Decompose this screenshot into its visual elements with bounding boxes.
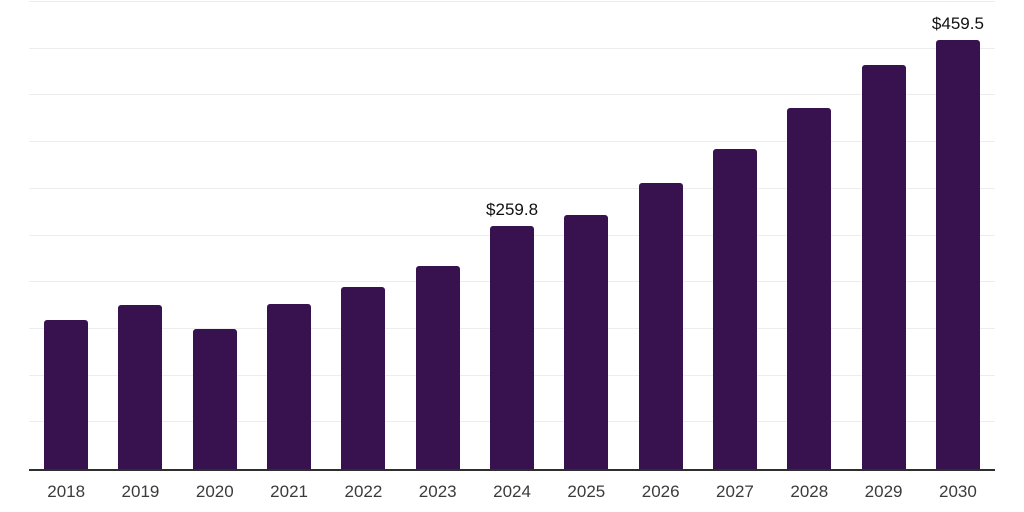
bar-2027 (712, 149, 757, 469)
bar-group-2026 (624, 2, 698, 469)
bar-2022 (341, 286, 386, 469)
bar-value-label-2030: $459.5 (931, 13, 984, 33)
x-axis-labels: 2018 2019 2020 2021 2022 2023 2024 2025 2026 2027… (29, 483, 995, 501)
x-tick-label-2023: 2023 (418, 482, 457, 501)
bar-2021 (267, 304, 312, 469)
x-tick-label-2029: 2029 (864, 482, 903, 501)
x-tick-label-2020: 2020 (195, 482, 234, 501)
bar-group-2029 (846, 2, 920, 469)
x-tick-label-2024: 2024 (493, 482, 531, 501)
bar-2025 (564, 214, 609, 469)
x-tick-label-2022: 2022 (344, 482, 383, 501)
x-tick-label-2028: 2028 (790, 482, 829, 501)
x-tick-label-2026: 2026 (641, 482, 680, 501)
bar-2029 (861, 64, 906, 469)
gridline-400 (29, 94, 995, 96)
plot-area: $259.8 $459.5 (29, 1, 995, 471)
x-tick-label-2030: 2030 (938, 482, 977, 501)
bar-2023 (415, 266, 460, 469)
gridline-300 (29, 187, 995, 189)
bar-2026 (638, 183, 683, 469)
bar-2020 (192, 328, 237, 469)
x-tick-label-2019: 2019 (121, 482, 160, 501)
x-tick-label-2018: 2018 (47, 482, 86, 501)
bar-group-2019 (103, 2, 177, 469)
bar-group-2022 (326, 2, 400, 469)
bars-row: $259.8 $459.5 (29, 2, 995, 469)
x-tick-label-2021: 2021 (270, 482, 308, 501)
x-tick-label-2025: 2025 (567, 482, 606, 501)
bar-group-2025 (549, 2, 623, 469)
bar-group-2020 (178, 2, 252, 469)
gridline-350 (29, 141, 995, 143)
bar-group-2018 (29, 2, 103, 469)
gridline-500 (29, 1, 995, 2)
x-tick-label-2027: 2027 (716, 482, 754, 501)
bar-2024 (490, 226, 535, 469)
bar-2018 (44, 320, 89, 469)
bar-2019 (118, 304, 163, 469)
bar-group-2027 (698, 2, 772, 469)
bar-group-2021 (252, 2, 326, 469)
bar-value-label-2024: $259.8 (486, 200, 539, 220)
gridline-450 (29, 47, 995, 49)
bar-group-2024: $259.8 (475, 2, 549, 469)
bar-2028 (787, 108, 832, 469)
bar-group-2030: $459.5 (921, 2, 995, 469)
bar-group-2028 (772, 2, 846, 469)
bar-2030 (935, 39, 980, 469)
bar-group-2023 (401, 2, 475, 469)
